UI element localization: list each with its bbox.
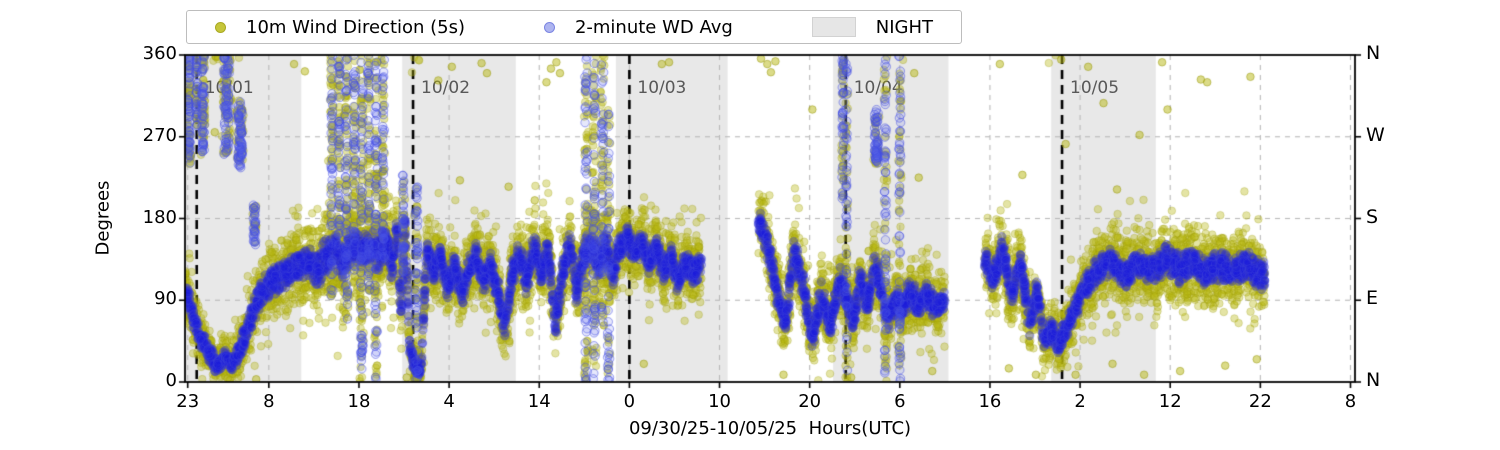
legend-label-wind-direction: 10m Wind Direction (5s) [246,16,466,38]
x-tick-label: 12 [1158,391,1182,412]
wind-direction-marker-icon [215,21,226,33]
legend: 10m Wind Direction (5s) 2-minute WD Avg … [186,10,962,44]
x-tick-label: 16 [978,391,1002,412]
x-tick-label: 23 [176,391,200,412]
compass-label: W [1366,123,1385,146]
wd-avg-marker-icon [543,21,555,33]
x-tick-label: 8 [1344,391,1357,412]
legend-label-wd-avg: 2-minute WD Avg [574,16,733,38]
x-axis-label: 09/30/25-10/05/25 Hours(UTC) [628,418,912,439]
y-tick-label: 270 [142,124,177,146]
x-tick-label: 2 [1074,391,1086,412]
x-tick-label: 14 [527,391,551,412]
x-tick-label: 20 [798,391,822,412]
y-axis-label: Degrees [92,180,114,256]
y-tick-label: 180 [142,206,177,228]
legend-label-night: NIGHT [875,16,933,38]
x-tick-label: 4 [443,391,455,412]
legend-item-wind-direction: 10m Wind Direction (5s) [215,17,465,38]
x-tick-label: 22 [1248,391,1272,412]
y-tick-label: 360 [142,43,177,64]
y-tick-label: 90 [154,288,177,310]
legend-item-wd-avg: 2-minute WD Avg [543,16,733,38]
x-tick-label: 0 [623,391,636,412]
compass-label: N [1366,42,1381,64]
x-tick-label: 10 [708,391,731,412]
compass-label: E [1366,287,1379,310]
night-patch-icon [811,17,856,37]
x-tick-label: 6 [894,391,906,412]
y-tick-label: 0 [165,370,177,391]
x-tick-label: 18 [347,391,371,412]
x-tick-label: 8 [263,391,275,412]
compass-label: N [1366,369,1381,391]
compass-label: S [1366,205,1379,228]
legend-item-night: NIGHT [811,16,933,38]
